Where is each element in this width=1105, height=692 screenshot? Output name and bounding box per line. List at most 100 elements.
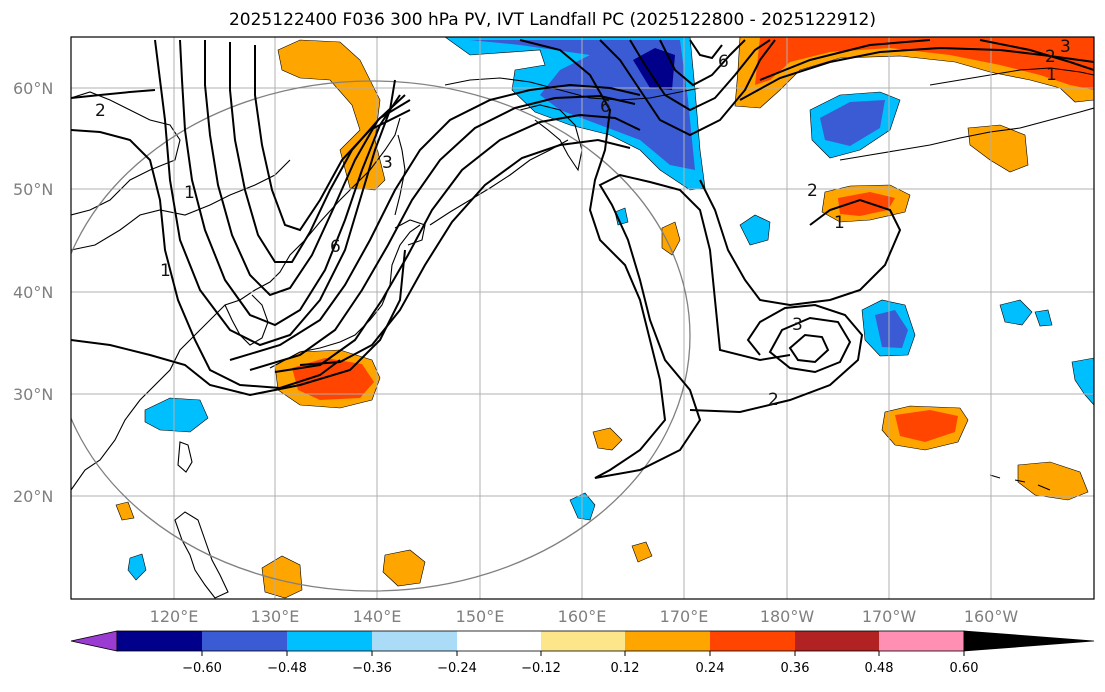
colorbar-segment-0 bbox=[70, 630, 118, 652]
landfall-region-circle bbox=[71, 80, 691, 592]
colorbar-tick-label: −0.12 bbox=[521, 661, 561, 676]
colorbar-segment-1 bbox=[117, 631, 202, 651]
colorbar: −0.60 −0.48 −0.36 −0.24 −0.12 0.12 0.24 … bbox=[70, 630, 1095, 676]
contour-label: 6 bbox=[718, 52, 729, 72]
map-border bbox=[70, 36, 1095, 600]
ivt-contour-arctic-2 bbox=[759, 39, 931, 81]
coastline-korea-peninsula bbox=[224, 294, 269, 346]
ivt-contour-trough-1 bbox=[154, 39, 396, 347]
coastline-alaska bbox=[839, 107, 1094, 161]
colorbar-segment-5 bbox=[457, 631, 541, 651]
ivt-contour-trough-5 bbox=[254, 45, 411, 232]
colorbar-segment-2 bbox=[202, 631, 287, 651]
ivt-contour-east-2 bbox=[699, 179, 902, 307]
ivt-contour-east-1 bbox=[519, 39, 791, 479]
coastline-philippines bbox=[174, 511, 229, 599]
ivt-contours bbox=[71, 39, 1094, 479]
pv-negative-area-small-3 bbox=[999, 299, 1033, 326]
pv-positive-area-alaska bbox=[967, 124, 1029, 173]
colorbar-tick-label: 0.48 bbox=[865, 661, 894, 676]
map-title: 2025122400 F036 300 hPa PV, IVT Landfall… bbox=[228, 10, 876, 30]
latitude-labels: 60°N 50°N 40°N 30°N 20°N bbox=[13, 79, 53, 506]
pv-negative-area-small-4 bbox=[1071, 357, 1094, 406]
ivt-contour-cyclone-mid bbox=[768, 316, 852, 374]
pv-positive-area-japan-inner bbox=[292, 358, 374, 400]
pv-positive-area-aleutian-inner bbox=[838, 192, 895, 216]
contour-label: 6 bbox=[330, 237, 341, 257]
ivt-contour-jet-4 bbox=[299, 138, 631, 366]
pv-positive-area-small-3 bbox=[661, 221, 681, 256]
lon-label: 150°E bbox=[456, 607, 505, 626]
pv-negative-area-kamchatka-core bbox=[633, 48, 675, 90]
ivt-contour-cyclone-inner bbox=[788, 333, 830, 364]
colorbar-tick-label: −0.60 bbox=[182, 661, 222, 676]
contour-label-layer: 2 6 1 6 1 3 2 2 1 6 3 1 2 3 bbox=[95, 37, 1071, 410]
pv-positive-area-hawaii-north-inner bbox=[895, 410, 958, 442]
colorbar-tick-label: 0.24 bbox=[696, 661, 725, 676]
longitude-labels: 120°E 130°E 140°E 150°E 160°E 170°E 180°… bbox=[150, 607, 1019, 626]
ivt-contour-ridge-2 bbox=[629, 39, 771, 112]
lat-label: 50°N bbox=[13, 180, 53, 199]
pv-positive-area-philippine-sea bbox=[261, 555, 303, 599]
colorbar-segment-6 bbox=[541, 631, 625, 651]
lat-label: 30°N bbox=[13, 385, 53, 404]
lat-label: 60°N bbox=[13, 79, 53, 98]
contour-label: 3 bbox=[1060, 37, 1071, 57]
lon-label: 140°E bbox=[353, 607, 402, 626]
ivt-contour-jet-1 bbox=[229, 83, 641, 361]
ivt-contour-arctic-3 bbox=[979, 39, 1094, 71]
colorbar-tick-label: 0.12 bbox=[611, 661, 640, 676]
contour-label: 2 bbox=[807, 181, 818, 201]
colorbar-tick-label: 0.60 bbox=[950, 661, 979, 676]
pv-positive-area-small-2 bbox=[592, 427, 623, 451]
colorbar-segment-10 bbox=[879, 631, 964, 651]
pv-negative-area-small-5 bbox=[127, 553, 147, 581]
coastline-asia-mainland bbox=[71, 91, 181, 216]
lon-label: 180°W bbox=[760, 607, 815, 626]
contour-label: 1 bbox=[160, 261, 171, 281]
lat-label: 40°N bbox=[13, 283, 53, 302]
lat-label: 20°N bbox=[13, 487, 53, 506]
lon-label: 160°E bbox=[558, 607, 607, 626]
lon-label: 120°E bbox=[150, 607, 199, 626]
pv-negative-area-bering-inner bbox=[820, 100, 885, 146]
colorbar-segment-3 bbox=[287, 631, 372, 651]
coastline-japan bbox=[269, 224, 421, 369]
ivt-contour-ridge-1 bbox=[599, 39, 776, 137]
pv-positive-area-small-1 bbox=[382, 549, 426, 587]
colorbar-tick-label: 0.36 bbox=[781, 661, 810, 676]
lon-label: 160°W bbox=[964, 607, 1019, 626]
lon-label: 170°E bbox=[660, 607, 709, 626]
ivt-contour-northwest bbox=[71, 89, 156, 99]
contour-label: 2 bbox=[768, 390, 779, 410]
colorbar-segment-8 bbox=[710, 631, 795, 651]
contour-label: 3 bbox=[382, 153, 393, 173]
contour-label: 1 bbox=[184, 183, 195, 203]
coastline-kuril bbox=[429, 139, 569, 226]
ivt-contour-trough-2 bbox=[179, 39, 401, 327]
pv-positive-area-small-4 bbox=[115, 501, 135, 521]
ivt-contour-trough-3 bbox=[204, 40, 406, 297]
colorbar-segment-4 bbox=[372, 631, 457, 651]
colorbar-segment-11 bbox=[963, 630, 1095, 652]
ivt-contour-arctic-1 bbox=[739, 46, 1094, 101]
ivt-contour-jet-3 bbox=[274, 113, 641, 373]
colorbar-ticks bbox=[201, 651, 965, 656]
lon-label: 130°E bbox=[251, 607, 300, 626]
pv-negative-area-east-china-sea bbox=[144, 397, 209, 433]
contour-label: 2 bbox=[95, 101, 106, 121]
coastline-kamchatka bbox=[519, 104, 583, 172]
ivt-contour-cyclone-outer bbox=[689, 303, 864, 414]
coastline-hawaii bbox=[989, 474, 1051, 491]
contour-label: 3 bbox=[792, 315, 803, 335]
ivt-contour-ridge-4 bbox=[689, 39, 723, 60]
coastline-china-inland bbox=[71, 159, 291, 251]
graticule bbox=[71, 37, 1094, 599]
coastline-sakhalin bbox=[394, 134, 406, 216]
pv-negative-area-small-1 bbox=[739, 214, 771, 246]
colorbar-tick-label: −0.48 bbox=[267, 661, 307, 676]
pv-negative-area-small-7 bbox=[1034, 309, 1053, 327]
colorbar-tick-label: −0.36 bbox=[352, 661, 392, 676]
contour-label: 6 bbox=[600, 97, 611, 117]
contour-label: 2 bbox=[1045, 47, 1056, 67]
